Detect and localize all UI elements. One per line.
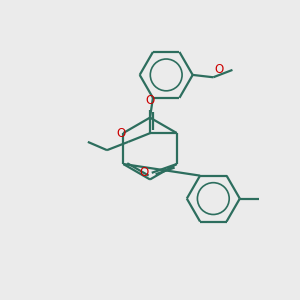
Text: O: O <box>117 128 126 140</box>
Text: O: O <box>139 166 148 179</box>
Text: O: O <box>215 63 224 76</box>
Text: O: O <box>146 94 155 107</box>
